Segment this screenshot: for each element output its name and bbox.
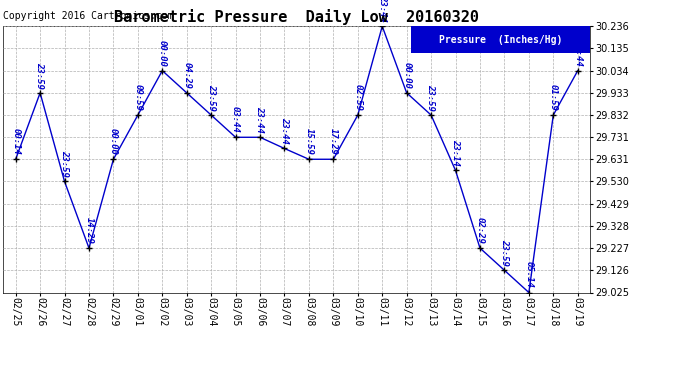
- Text: 23:59: 23:59: [500, 239, 509, 266]
- Text: 00:00: 00:00: [158, 40, 167, 66]
- Text: 00:14: 00:14: [11, 128, 20, 155]
- Text: 23:44: 23:44: [280, 117, 289, 144]
- Title: Barometric Pressure  Daily Low  20160320: Barometric Pressure Daily Low 20160320: [115, 9, 479, 25]
- Text: 05:14: 05:14: [524, 261, 533, 288]
- Text: 02:29: 02:29: [475, 217, 484, 244]
- Text: Copyright 2016 Cartronics.com: Copyright 2016 Cartronics.com: [3, 11, 174, 21]
- Text: 23:14: 23:14: [451, 140, 460, 166]
- Text: 04:29: 04:29: [182, 62, 191, 89]
- Text: 00:00: 00:00: [109, 128, 118, 155]
- Text: 03:44: 03:44: [573, 40, 582, 66]
- Text: 02:59: 02:59: [353, 84, 362, 111]
- Text: 15:59: 15:59: [304, 128, 313, 155]
- Text: 23:44: 23:44: [377, 0, 386, 22]
- Text: 23:59: 23:59: [36, 62, 45, 89]
- Text: 09:59: 09:59: [133, 84, 142, 111]
- Text: 14:29: 14:29: [84, 217, 93, 244]
- Text: 17:29: 17:29: [329, 128, 338, 155]
- Text: 23:44: 23:44: [255, 106, 264, 133]
- Text: 23:59: 23:59: [426, 84, 435, 111]
- Text: 23:59: 23:59: [60, 150, 69, 177]
- Text: 03:44: 03:44: [231, 106, 240, 133]
- Text: 23:59: 23:59: [207, 84, 216, 111]
- Text: 01:59: 01:59: [549, 84, 558, 111]
- Text: 00:00: 00:00: [402, 62, 411, 89]
